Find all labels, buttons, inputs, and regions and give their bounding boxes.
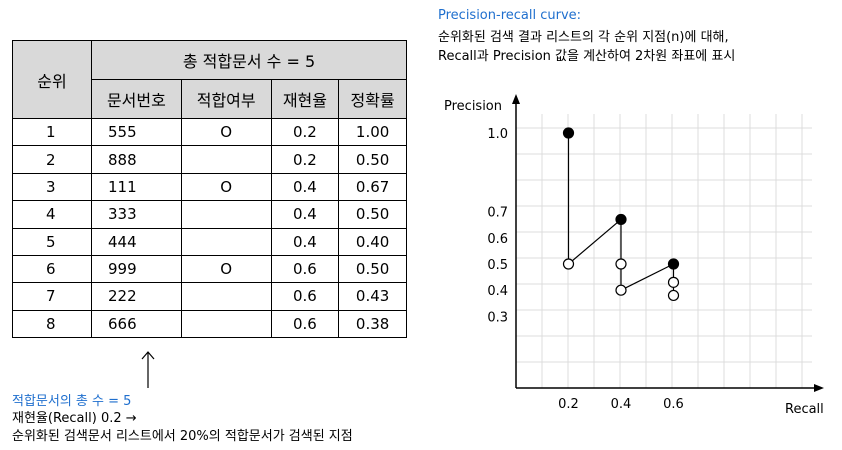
precision-cell: 0.40 (338, 227, 407, 256)
y-tick-label: 0.6 (487, 232, 508, 247)
total-relevant-header: 총 적합문서 수 = 5 (91, 40, 407, 80)
recall-cell: 0.2 (270, 117, 340, 147)
nonrelevant-point (562, 258, 575, 270)
table-row: 7 222 0.6 0.43 (12, 282, 407, 311)
table-header-row: 순위 총 적합문서 수 = 5 (12, 40, 407, 119)
doc-number-cell: 999 (91, 254, 182, 284)
nonrelevant-point (667, 276, 680, 288)
relevant-point (667, 258, 680, 270)
precision-cell: 0.50 (338, 145, 407, 174)
recall-cell: 0.4 (270, 227, 340, 256)
chart-title: Precision-recall curve: (438, 8, 582, 23)
doc-number-cell: 111 (91, 172, 182, 202)
rank-cell: 4 (12, 200, 92, 229)
table-row: 1 555 O 0.2 1.00 (12, 117, 407, 147)
rank-cell: 8 (12, 309, 92, 339)
curve-segment (568, 219, 622, 265)
precision-cell: 0.50 (338, 200, 407, 229)
recall-cell: 0.6 (270, 254, 340, 284)
chart-ticks: 0.2 0.4 0.6 1.0 0.7 0.6 0.5 0.4 0.3 (487, 127, 684, 412)
table-subheader-row: 문서번호 적합여부 재현율 정확률 (13, 79, 407, 119)
table-row: 6 999 O 0.6 0.50 (12, 254, 407, 284)
rank-column-header: 순위 (12, 40, 92, 119)
nonrelevant-point (615, 258, 627, 270)
table-row: 3 111 O 0.4 0.67 (12, 172, 407, 202)
precision-cell: 0.43 (338, 282, 407, 311)
x-axis-arrow-icon (814, 384, 824, 392)
relevant-point (615, 213, 627, 226)
chart-points (562, 127, 680, 302)
relevance-cell (180, 282, 272, 311)
rank-cell: 6 (12, 254, 92, 284)
relevance-cell: O (180, 172, 272, 202)
chart-axes: Precision Recall (444, 94, 824, 417)
table-body: 1 555 O 0.2 1.00 2 888 0.2 0.50 3 111 O 0.4 0.67 4 333 0… (12, 117, 407, 339)
recall-cell: 0.4 (270, 172, 340, 202)
total-relevant-note: 적합문서의 총 수 = 5 (12, 394, 132, 409)
recall-note: 재현율(Recall) 0.2 → (12, 411, 137, 426)
chart-grid (516, 114, 812, 388)
y-axis-arrow-icon (512, 94, 520, 104)
x-axis-label: Recall (785, 402, 824, 417)
table-row: 8 666 0.6 0.38 (12, 309, 407, 339)
doc-number-cell: 333 (91, 200, 182, 229)
precision-cell: 0.50 (338, 254, 407, 284)
relevance-cell (180, 145, 272, 174)
doc-number-cell: 666 (91, 309, 182, 339)
table-row: 5 444 0.4 0.40 (12, 227, 407, 256)
relevance-cell (180, 227, 272, 256)
curve-segment (620, 263, 674, 291)
x-tick-label: 0.6 (663, 397, 684, 412)
y-tick-label: 0.3 (487, 310, 508, 325)
arrow-up-icon (141, 351, 155, 388)
y-tick-label: 1.0 (487, 127, 508, 142)
precision-recall-chart: Precision Recall 0.2 0.4 0.61.00.70.60.50.… (444, 94, 824, 417)
relevance-cell (180, 309, 272, 339)
rank-cell: 3 (12, 172, 92, 202)
nonrelevant-point (667, 289, 680, 302)
rank-cell: 7 (12, 282, 92, 311)
relevance-cell: O (180, 254, 272, 284)
doc-number-header: 문서번호 (91, 79, 182, 119)
doc-number-cell: 555 (91, 117, 182, 147)
chart-description-line1: 순위화된 검색 결과 리스트의 각 순위 지점(n)에 대해, (438, 30, 729, 45)
recall-cell: 0.2 (270, 145, 340, 174)
x-tick-label: 0.4 (611, 397, 632, 412)
table-row: 4 333 0.4 0.50 (12, 200, 407, 229)
rank-cell: 2 (12, 145, 92, 174)
doc-number-cell: 444 (91, 227, 182, 256)
precision-cell: 0.67 (338, 172, 407, 202)
y-axis-label: Precision (444, 99, 502, 114)
recall-explanation: 순위화된 검색문서 리스트에서 20%의 적합문서가 검색된 지점 (12, 429, 353, 444)
doc-number-cell: 888 (91, 145, 182, 174)
relevance-cell (180, 200, 272, 229)
relevance-header: 적합여부 (180, 79, 272, 119)
doc-number-cell: 222 (91, 282, 182, 311)
recall-cell: 0.6 (270, 309, 340, 339)
relevant-point (562, 127, 575, 139)
precision-header: 정확률 (338, 79, 407, 119)
precision-cell: 1.00 (338, 117, 407, 147)
y-tick-label: 0.5 (487, 258, 508, 273)
y-tick-label: 0.7 (487, 206, 508, 221)
relevance-cell: O (180, 117, 272, 147)
rank-cell: 1 (12, 117, 92, 147)
ranking-table: 순위 총 적합문서 수 = 5 문서번호 적합여부 재현율 정확률 1 555 O 0… (12, 40, 407, 339)
x-tick-label: 0.2 (558, 397, 579, 412)
nonrelevant-point (615, 284, 627, 296)
y-tick-label: 0.4 (487, 284, 508, 299)
recall-cell: 0.4 (270, 200, 340, 229)
table-row: 2 888 0.2 0.50 (12, 145, 407, 174)
precision-cell: 0.38 (338, 309, 407, 339)
recall-cell: 0.6 (270, 282, 340, 311)
recall-header: 재현율 (270, 79, 340, 119)
chart-description-line2: Recall과 Precision 값을 계산하여 2차원 좌표에 표시 (438, 49, 736, 64)
rank-cell: 5 (12, 227, 92, 256)
